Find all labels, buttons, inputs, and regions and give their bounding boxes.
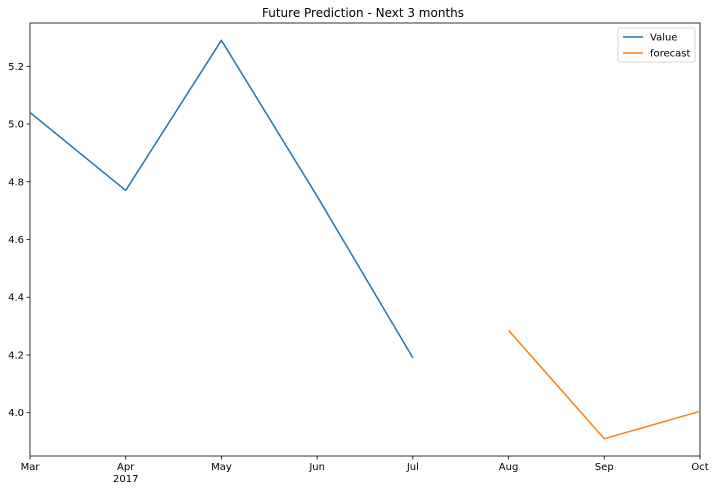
plot-frame: [29, 22, 701, 457]
x-tick-label: Jul: [406, 462, 419, 473]
x-tick-label: Oct: [691, 462, 708, 473]
legend-label-value: Value: [650, 33, 677, 44]
y-tick-label: 4.2: [8, 350, 24, 361]
x-tick-label: Apr: [117, 462, 135, 473]
y-tick-label: 4.0: [8, 408, 24, 419]
x-tick-label: May: [211, 462, 232, 473]
y-tick-label: 4.4: [8, 293, 24, 304]
x-tick-label: Sep: [595, 462, 614, 473]
x-tick-label: Mar: [21, 462, 41, 473]
y-tick-label: 5.0: [8, 120, 24, 131]
legend-label-forecast: forecast: [650, 49, 691, 60]
chart-title: Future Prediction - Next 3 months: [262, 6, 464, 20]
y-tick-label: 4.6: [8, 235, 24, 246]
series-line-forecast: [508, 329, 701, 440]
series-line-value: [29, 39, 414, 359]
y-tick-label: 4.8: [8, 177, 24, 188]
x-tick-label: Aug: [499, 462, 519, 473]
series-layer: [29, 39, 701, 440]
legend: Value forecast: [617, 27, 696, 63]
plot-area: [29, 22, 701, 457]
y-tick-label: 5.2: [8, 62, 24, 73]
x-year-label: 2017: [113, 474, 138, 485]
axis-layer: 4.0 4.2 4.4 4.6 4.8 5.0 5.2 Mar Apr May Jun Jul Aug S…: [8, 62, 709, 485]
x-tick-label: Jun: [308, 462, 325, 473]
